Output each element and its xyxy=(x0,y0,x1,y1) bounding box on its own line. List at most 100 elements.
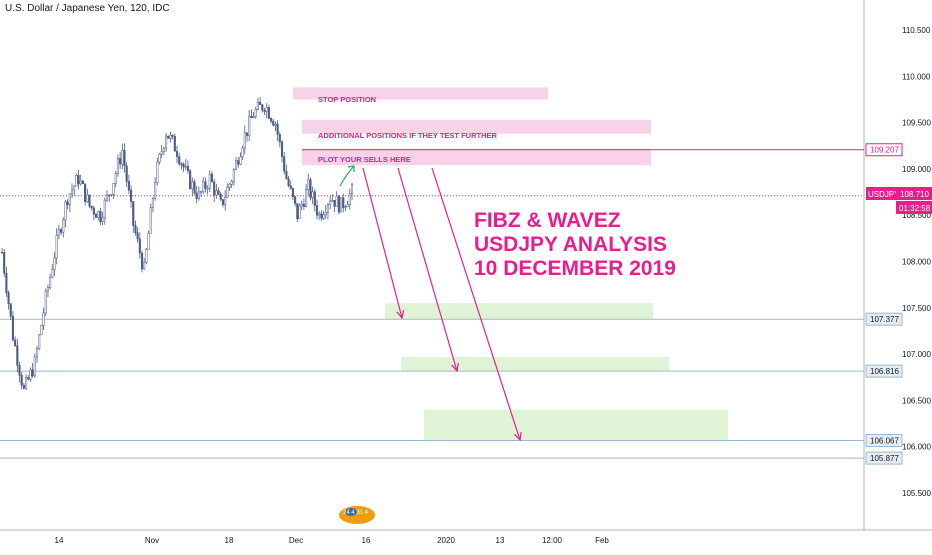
candle-body xyxy=(239,156,242,165)
candle-body xyxy=(77,175,80,185)
candle-body xyxy=(46,287,49,292)
candle-body xyxy=(276,123,279,135)
candle-body xyxy=(62,219,65,233)
candle-body xyxy=(9,303,12,317)
candle-body xyxy=(53,257,56,270)
candle-body xyxy=(302,203,305,207)
sell-arrow-2[interactable] xyxy=(431,167,521,441)
up-arrow xyxy=(339,165,355,187)
candle-body xyxy=(92,207,95,215)
price-tick-5: 108.000 xyxy=(902,258,931,267)
candle-body xyxy=(35,348,39,358)
candle-body xyxy=(42,312,45,326)
candle-body xyxy=(97,211,100,218)
price-tick-4: 108.500 xyxy=(902,211,931,220)
candle-body xyxy=(350,184,354,195)
candle-body xyxy=(232,169,235,182)
plot-area[interactable] xyxy=(0,0,864,530)
time-scale-ticks[interactable]: 14 Nov 18 Dec 16 2020 13 12:00 Feb xyxy=(55,536,610,545)
level-label-2: 106.816 xyxy=(870,367,899,376)
time-tick-0: 14 xyxy=(55,536,64,545)
zone-labels-layer: STOP POSITION ADDITIONAL POSITIONS IF TH… xyxy=(318,95,497,164)
zone-0[interactable] xyxy=(293,87,548,100)
candle-body xyxy=(112,183,115,195)
analysis-title-line-2: USDJPY ANALYSIS xyxy=(474,233,667,256)
time-tick-7: 12:00 xyxy=(542,536,563,545)
candle-body xyxy=(300,203,303,207)
candle-body xyxy=(346,204,349,207)
candle-body xyxy=(307,179,310,190)
candle-body xyxy=(101,217,104,222)
candle-body xyxy=(208,173,211,189)
level-tag-2 xyxy=(865,364,903,378)
candle-body xyxy=(337,195,340,213)
candle-body xyxy=(14,339,17,346)
candle-body xyxy=(248,115,251,136)
price-tick-0: 110.500 xyxy=(902,26,931,35)
candle-body xyxy=(99,211,102,222)
price-tick-10: 105.500 xyxy=(902,489,931,498)
sell-arrow-0[interactable] xyxy=(362,167,403,319)
candle-body xyxy=(0,251,4,254)
candle-body xyxy=(237,160,240,165)
price-tick-2: 109.500 xyxy=(902,119,931,128)
candle-body xyxy=(191,181,194,190)
zone-label-additional-positions[interactable]: ADDITIONAL POSITIONS IF THEY TEST FURTHE… xyxy=(318,131,497,140)
zone-5[interactable] xyxy=(424,409,728,442)
candle-body xyxy=(119,158,122,165)
candle-body xyxy=(215,190,218,196)
candle-body xyxy=(228,184,231,188)
candle-body xyxy=(243,132,246,149)
candle-body xyxy=(127,181,130,191)
zones-layer xyxy=(293,87,728,442)
candle-body xyxy=(40,325,43,336)
time-tick-6: 13 xyxy=(496,536,505,545)
levels-layer: 109.207 107.377 106.816 106.067 105.877 xyxy=(0,143,903,465)
candle-body xyxy=(38,334,41,349)
time-tick-1: Nov xyxy=(145,536,159,545)
zone-label-plot-sells[interactable]: PLOT YOUR SELLS HERE xyxy=(318,155,411,164)
countdown-tag xyxy=(896,201,932,214)
candle-body xyxy=(169,134,172,139)
candle-body xyxy=(296,203,299,220)
zone-4[interactable] xyxy=(401,356,669,371)
zone-1[interactable] xyxy=(302,119,651,134)
candle-body xyxy=(134,225,137,234)
level-tag-0 xyxy=(865,143,903,157)
candle-body xyxy=(121,150,124,165)
candle-body xyxy=(294,196,297,204)
candle-body xyxy=(298,205,301,220)
zone-2[interactable] xyxy=(302,148,651,166)
analysis-title-line-3: 10 DECEMBER 2019 xyxy=(474,257,676,280)
candle-body xyxy=(213,181,216,196)
candle-body xyxy=(274,123,277,126)
zone-3[interactable] xyxy=(385,303,653,319)
sell-arrow-1[interactable] xyxy=(397,167,458,372)
candle-body xyxy=(79,180,82,185)
candle-body xyxy=(105,194,109,201)
zone-label-stop-position[interactable]: STOP POSITION xyxy=(318,95,376,104)
candle-body xyxy=(342,197,345,208)
candle-body xyxy=(116,158,119,174)
candle-body xyxy=(154,182,157,199)
price-tick-8: 106.500 xyxy=(902,396,931,405)
candle-body xyxy=(160,151,163,155)
candle-body xyxy=(5,272,8,293)
candle-body xyxy=(335,195,338,207)
candle-body xyxy=(171,134,174,137)
candle-body xyxy=(283,156,286,172)
candle-body xyxy=(189,170,192,190)
svg-text:24 4 31 4: 24 4 31 4 xyxy=(343,510,369,516)
price-scale-ticks[interactable]: 110.500 110.000 109.500 109.000 108.500 108.0… xyxy=(902,26,931,498)
level-tag-4 xyxy=(865,451,903,465)
current-price-label: 108.710 xyxy=(900,190,929,199)
candle-body xyxy=(173,136,176,152)
candle-body xyxy=(226,187,229,198)
candle-body xyxy=(331,200,334,202)
candle-body xyxy=(230,181,233,185)
candle-body xyxy=(280,141,284,157)
candle-body xyxy=(138,238,141,254)
candle-body xyxy=(224,197,227,205)
